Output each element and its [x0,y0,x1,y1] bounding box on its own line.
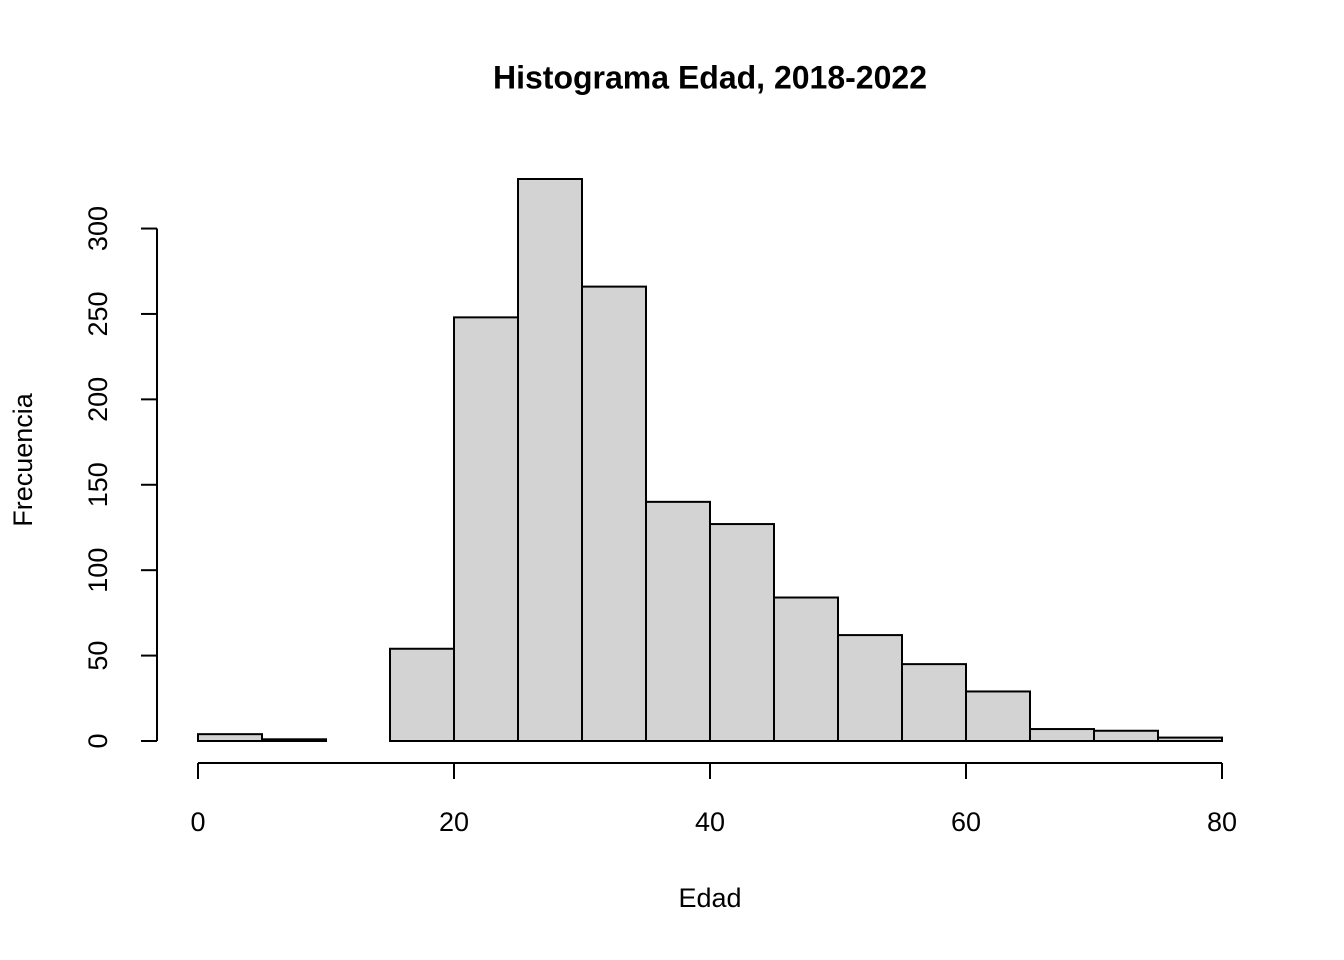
bar [709,523,775,742]
bar [1157,736,1223,742]
bar [197,733,263,743]
x-tick-label: 0 [190,807,205,837]
chart-title: Histograma Edad, 2018-2022 [493,59,927,95]
bar [389,647,455,742]
y-tick-label: 0 [83,733,113,748]
y-tick-label: 300 [83,206,113,251]
y-axis-label: Frecuencia [8,392,38,527]
y-tick-label: 100 [83,548,113,593]
x-axis-label: Edad [678,883,741,913]
bar [581,285,647,742]
bar [645,500,711,743]
y-tick-label: 250 [83,291,113,336]
x-tick-label: 20 [439,807,469,837]
y-tick-label: 150 [83,462,113,507]
x-tick-label: 80 [1207,807,1237,837]
y-tick-label: 50 [83,641,113,671]
bar [1029,728,1095,742]
y-tick-label: 200 [83,377,113,422]
bar [773,596,839,742]
bar [453,316,519,742]
x-tick-label: 60 [951,807,981,837]
bar [1093,729,1159,742]
x-tick-label: 40 [695,807,725,837]
bar [901,663,967,742]
bar [517,178,583,742]
bar [837,634,903,742]
bar [965,690,1031,743]
bar [261,738,327,743]
